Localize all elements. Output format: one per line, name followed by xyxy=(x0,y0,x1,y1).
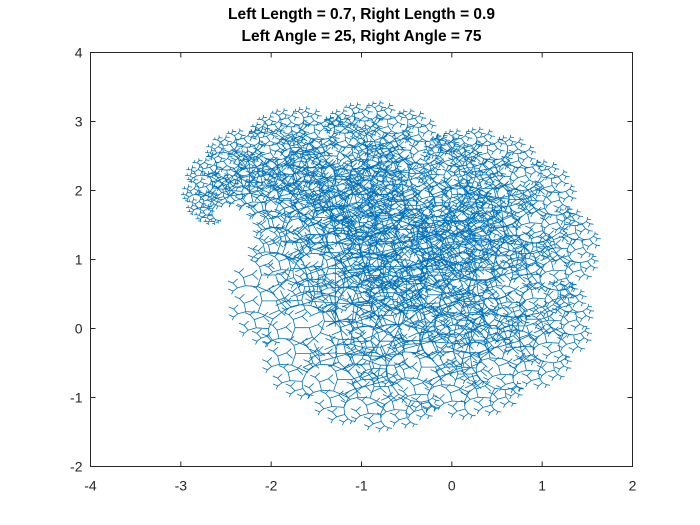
axis-ticks: -4 -3 -2 -1 0 1 2 -2 -1 0 1 2 3 4 xyxy=(70,45,637,494)
y-tick-label: 0 xyxy=(75,321,83,337)
x-tick-label: 0 xyxy=(448,478,456,494)
fractal-tree-series xyxy=(180,100,601,433)
y-tick-label: 1 xyxy=(75,252,83,268)
y-tick-label: 2 xyxy=(75,183,83,199)
x-tick-label: -1 xyxy=(355,478,368,494)
x-tick-label: -2 xyxy=(265,478,278,494)
tree-branches xyxy=(180,100,601,433)
y-tick-label: 4 xyxy=(75,45,83,61)
x-tick-label: -3 xyxy=(175,478,188,494)
chart-title-line-1: Left Length = 0.7, Right Length = 0.9 xyxy=(228,6,495,23)
x-tick-label: -4 xyxy=(84,478,97,494)
x-tick-label: 2 xyxy=(629,478,637,494)
y-tick-label: -1 xyxy=(70,390,83,406)
x-tick-label: 1 xyxy=(538,478,546,494)
chart-title-line-2: Left Angle = 25, Right Angle = 75 xyxy=(241,28,482,45)
y-tick-label: 3 xyxy=(75,114,83,130)
y-tick-label: -2 xyxy=(70,459,83,475)
